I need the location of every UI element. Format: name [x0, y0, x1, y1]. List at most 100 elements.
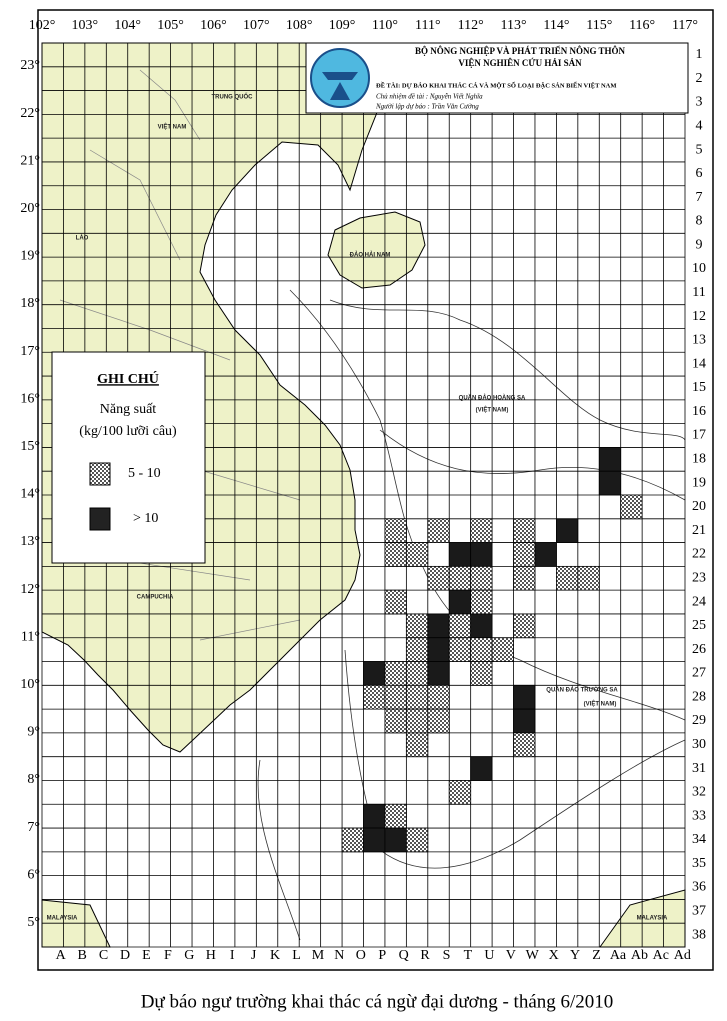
latitude-label: 5° [27, 915, 40, 930]
cell-medium [513, 542, 536, 567]
row-label: 17 [692, 428, 706, 443]
cell-high [427, 613, 450, 639]
map-label: LÀO [76, 235, 89, 242]
institute: VIỆN NGHIÊN CỨU HẢI SẢN [458, 58, 582, 68]
latitude-label: 21° [20, 153, 40, 168]
row-label: 4 [696, 118, 703, 133]
latitude-label: 13° [20, 534, 40, 549]
longitude-label: 113° [500, 18, 526, 33]
cell-medium [448, 637, 472, 662]
column-label: R [420, 948, 430, 963]
row-label: 18 [692, 452, 706, 467]
cell-medium [556, 565, 579, 591]
cell-medium [513, 565, 536, 591]
column-label: K [270, 948, 280, 963]
cell-medium [491, 637, 514, 662]
project: ĐỀ TÀI: DỰ BÁO KHAI THÁC CÁ VÀ MỘT SỐ LO… [376, 81, 616, 89]
row-label: 20 [692, 499, 706, 514]
latitude-label: 20° [20, 201, 40, 216]
map-label: CAMPUCHIA [137, 595, 174, 601]
legend-label: > 10 [133, 511, 158, 526]
cell-high [448, 589, 472, 615]
cell-medium [405, 827, 429, 853]
longitude-label: 107° [243, 18, 270, 33]
cell-medium [363, 684, 386, 710]
column-label: X [549, 948, 559, 963]
column-label: Ad [674, 948, 691, 963]
row-label: 33 [692, 808, 706, 823]
cell-high [363, 827, 386, 853]
cell-medium [384, 589, 407, 615]
ministry: BỘ NÔNG NGHIỆP VÀ PHÁT TRIỂN NÔNG THÔN [415, 46, 626, 56]
latitude-label: 18° [20, 296, 40, 311]
map-label: TRUNG QUỐC [212, 94, 254, 101]
cell-medium [470, 518, 493, 543]
map-label: (VIỆT NAM) [476, 406, 509, 414]
cell-medium [513, 732, 536, 758]
cell-high [598, 470, 622, 496]
row-label: 19 [692, 475, 706, 490]
row-label: 38 [692, 927, 706, 942]
row-label: 12 [692, 309, 706, 324]
cell-medium [470, 589, 493, 615]
cell-medium [341, 827, 364, 853]
longitude-label: 116° [629, 18, 655, 33]
legend-label: 5 - 10 [128, 466, 161, 481]
row-label: 31 [692, 761, 706, 776]
cell-medium [620, 494, 643, 520]
latitude-label: 14° [20, 487, 40, 502]
map-label: QUẦN ĐẢO TRƯỜNG SA [546, 686, 618, 694]
legend-swatch-medium [89, 462, 111, 486]
cell-medium [405, 542, 429, 567]
row-label: 5 [696, 142, 703, 157]
cell-medium [448, 565, 472, 591]
cell-high [427, 637, 450, 662]
row-label: 9 [696, 237, 703, 252]
row-label: 32 [692, 785, 706, 800]
row-label: 7 [696, 190, 703, 205]
latitude-label: 8° [27, 772, 40, 787]
cell-high [470, 613, 493, 639]
row-label: 28 [692, 689, 706, 704]
column-label: V [506, 948, 516, 963]
caption: Dự báo ngư trường khai thác cá ngừ đại d… [141, 991, 614, 1012]
map-label: MALAYSIA [637, 916, 668, 922]
cell-medium [427, 518, 450, 543]
longitude-label: 117° [672, 18, 698, 33]
row-label: 2 [696, 71, 703, 86]
column-label: E [142, 948, 151, 963]
row-label: 37 [692, 904, 706, 919]
map-label: MALAYSIA [47, 916, 78, 922]
map-label: QUẦN ĐẢO HOÀNG SA [459, 395, 526, 402]
longitude-label: 112° [458, 18, 484, 33]
latitude-label: 6° [27, 867, 40, 882]
logo-ship [322, 72, 358, 80]
cell-medium [405, 613, 429, 639]
cell-medium [513, 613, 536, 639]
map-label: VIỆT NAM [158, 123, 187, 131]
column-label: D [120, 948, 130, 963]
latitude-label: 19° [20, 249, 40, 264]
column-label: O [356, 948, 366, 963]
row-label: 24 [692, 594, 706, 609]
row-label: 34 [692, 832, 706, 847]
row-label: 21 [692, 523, 706, 538]
latitude-label: 12° [20, 582, 40, 597]
column-label: T [464, 948, 473, 963]
cell-medium [384, 518, 407, 543]
cell-medium [384, 661, 407, 686]
row-label: 30 [692, 737, 706, 752]
cell-medium [384, 803, 407, 829]
row-label: 8 [696, 214, 703, 229]
cell-high [363, 803, 386, 829]
column-label: S [443, 948, 451, 963]
row-label: 14 [692, 356, 706, 371]
column-label: Y [570, 948, 580, 963]
cell-medium [577, 565, 600, 591]
legend-swatch-high [89, 507, 111, 531]
column-label: B [77, 948, 86, 963]
latitude-label: 22° [20, 106, 40, 121]
legend-unit: (kg/100 lưỡi câu) [79, 424, 177, 439]
latitude-label: 23° [20, 58, 40, 73]
